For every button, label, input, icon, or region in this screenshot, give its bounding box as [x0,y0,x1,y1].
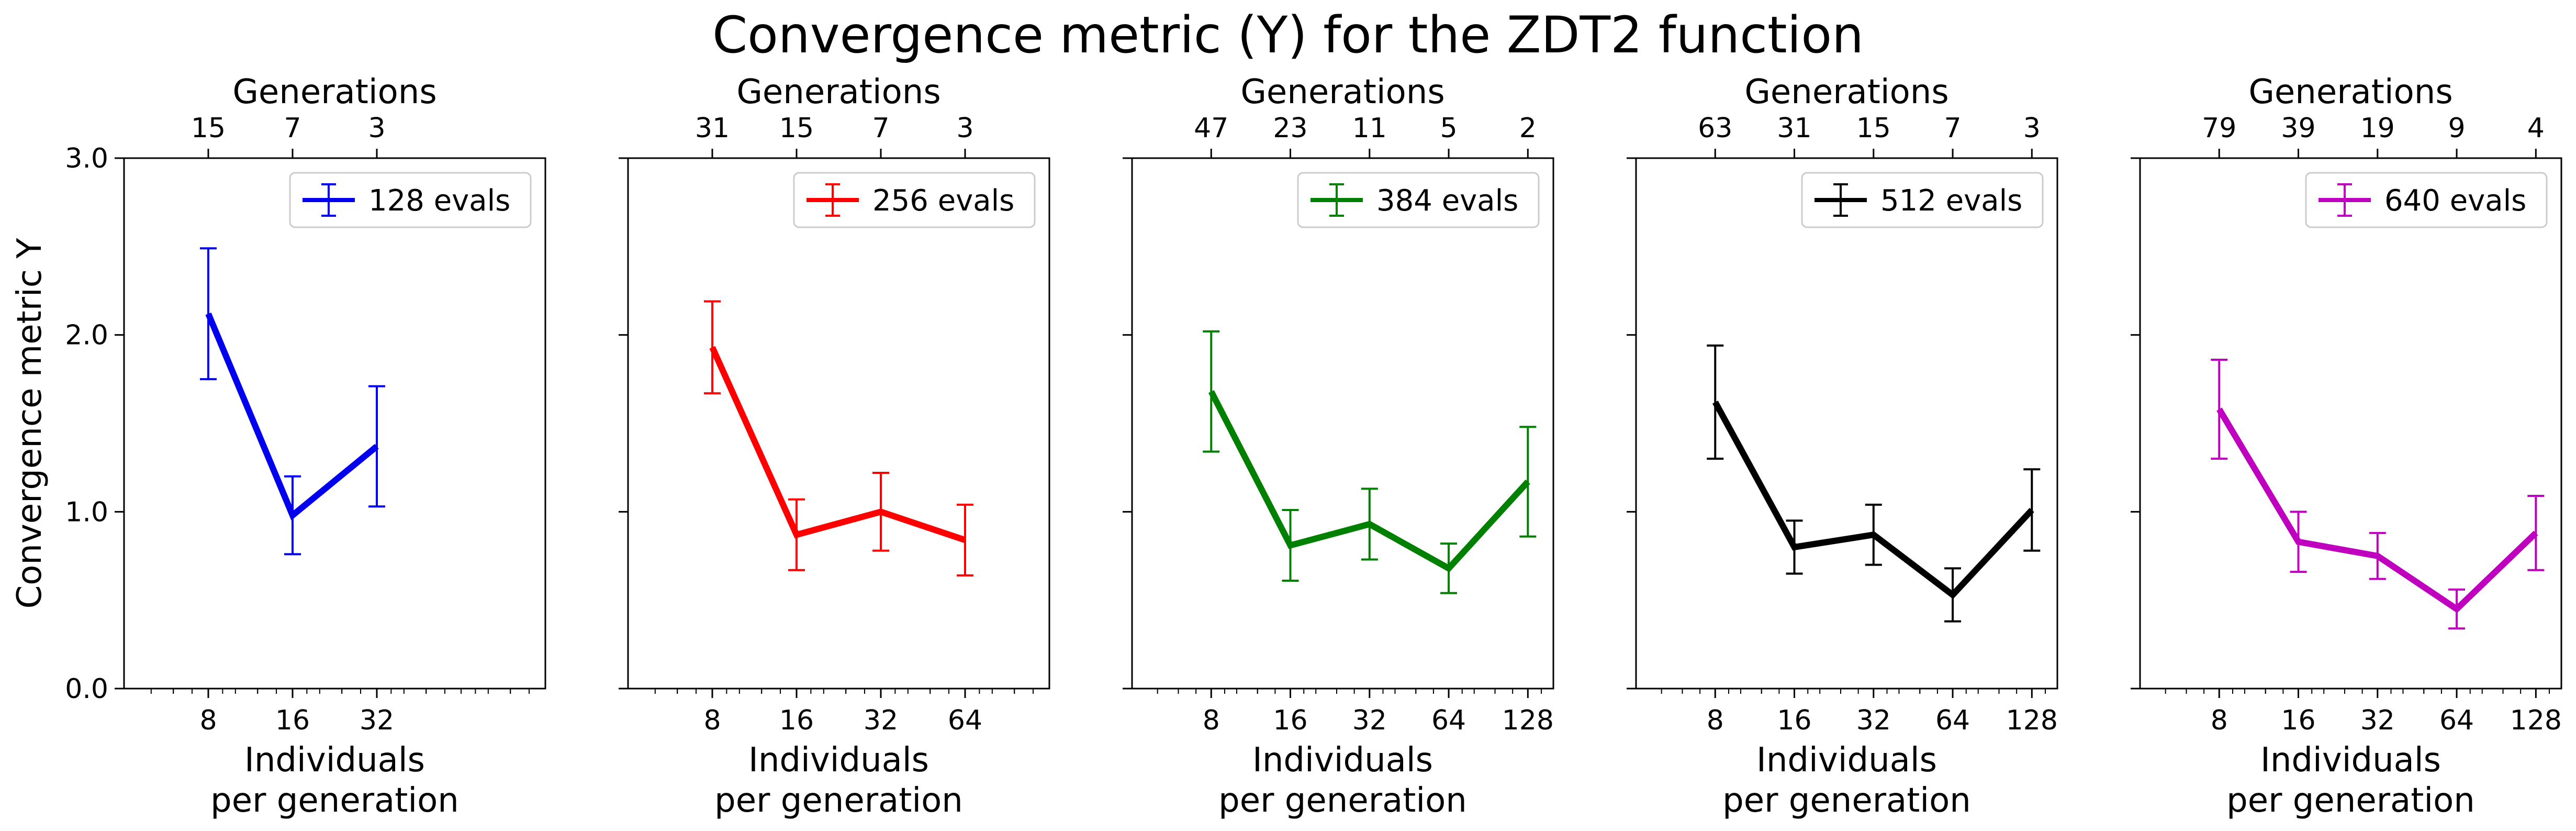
generation-tick-label: 9 [2448,113,2465,144]
x-tick-label: 32 [864,705,898,736]
x-tick-label: 16 [779,705,814,736]
y-axis-label: Convergence metric Y [10,238,49,609]
x-axis-label: Individuals [244,741,425,780]
x-tick-label: 64 [1935,705,1970,736]
top-axis-label: Generations [1240,73,1444,112]
x-tick-label: 64 [2439,705,2474,736]
generation-tick-label: 7 [284,113,301,144]
generation-tick-label: 7 [1944,113,1961,144]
x-tick-label: 128 [1502,705,1554,736]
x-tick-label: 128 [2006,705,2058,736]
y-tick-label: 0.0 [65,673,108,705]
x-axis-label-line2: per generation [714,781,963,820]
x-axis-label: Individuals [1756,741,1937,780]
figure-title: Convergence metric (Y) for the ZDT2 func… [712,6,1864,64]
x-tick-label: 128 [2510,705,2562,736]
x-tick-label: 16 [275,705,310,736]
generation-tick-label: 3 [2023,113,2041,144]
generation-tick-label: 47 [1194,113,1228,144]
x-axis-label: Individuals [748,741,929,780]
top-axis-label: Generations [736,73,940,112]
legend-box [1801,172,2044,228]
x-axis-label-line2: per generation [1218,781,1467,820]
x-tick-label: 32 [360,705,394,736]
generation-tick-label: 15 [191,113,226,144]
generation-tick-label: 5 [1440,113,1457,144]
x-tick-label: 8 [199,705,217,736]
x-tick-label: 32 [2360,705,2395,736]
x-tick-label: 64 [948,705,982,736]
x-axis-label-line2: per generation [1722,781,1971,820]
generation-tick-label: 4 [2527,113,2545,144]
y-tick-label: 1.0 [65,496,108,528]
x-tick-label: 64 [1431,705,1466,736]
plot-frame [627,157,1050,690]
x-tick-label: 8 [1707,705,1724,736]
generation-tick-label: 31 [695,113,730,144]
generation-tick-label: 3 [956,113,973,144]
generation-tick-label: 19 [2360,113,2395,144]
legend-box [1297,172,1540,228]
x-tick-label: 8 [703,705,721,736]
plot-frame [1635,157,2058,690]
plot-frame [2139,157,2562,690]
x-tick-label: 16 [2281,705,2315,736]
legend-label: 256 evals [872,184,1014,218]
generation-tick-label: 79 [2202,113,2236,144]
x-tick-label: 32 [1352,705,1387,736]
legend-label: 384 evals [1376,184,1518,218]
series-line [709,346,966,544]
top-axis-label: Generations [1744,73,1948,112]
y-tick-label: 2.0 [65,320,108,351]
y-tick-label: 3.0 [65,143,108,174]
generation-tick-label: 3 [368,113,385,144]
x-axis-label: Individuals [1252,741,1433,780]
x-tick-label: 8 [2211,705,2228,736]
x-axis-label-line2: per generation [2226,781,2475,820]
legend-label: 128 evals [368,184,510,218]
top-axis-label: Generations [2248,73,2452,112]
plot-frame [1131,157,1554,690]
legend-box [2305,172,2548,228]
series-line [1712,401,2034,600]
plot-frame [123,157,546,690]
generation-tick-label: 23 [1273,113,1307,144]
legend-box [793,172,1036,228]
legend-label: 512 evals [1880,184,2022,218]
x-tick-label: 32 [1856,705,1891,736]
generation-tick-label: 2 [1519,113,1537,144]
generation-tick-label: 7 [872,113,889,144]
x-tick-label: 8 [1203,705,1220,736]
x-tick-label: 16 [1777,705,1811,736]
legend-box [289,172,532,228]
top-axis-label: Generations [232,73,436,112]
generation-tick-label: 31 [1777,113,1811,144]
x-tick-label: 16 [1273,705,1307,736]
generation-tick-label: 15 [779,113,814,144]
generation-tick-label: 11 [1352,113,1387,144]
x-axis-label-line2: per generation [210,781,459,820]
generation-tick-label: 63 [1698,113,1732,144]
x-axis-label: Individuals [2260,741,2441,780]
generation-tick-label: 15 [1856,113,1891,144]
generation-tick-label: 39 [2281,113,2315,144]
legend-label: 640 evals [2384,184,2526,218]
